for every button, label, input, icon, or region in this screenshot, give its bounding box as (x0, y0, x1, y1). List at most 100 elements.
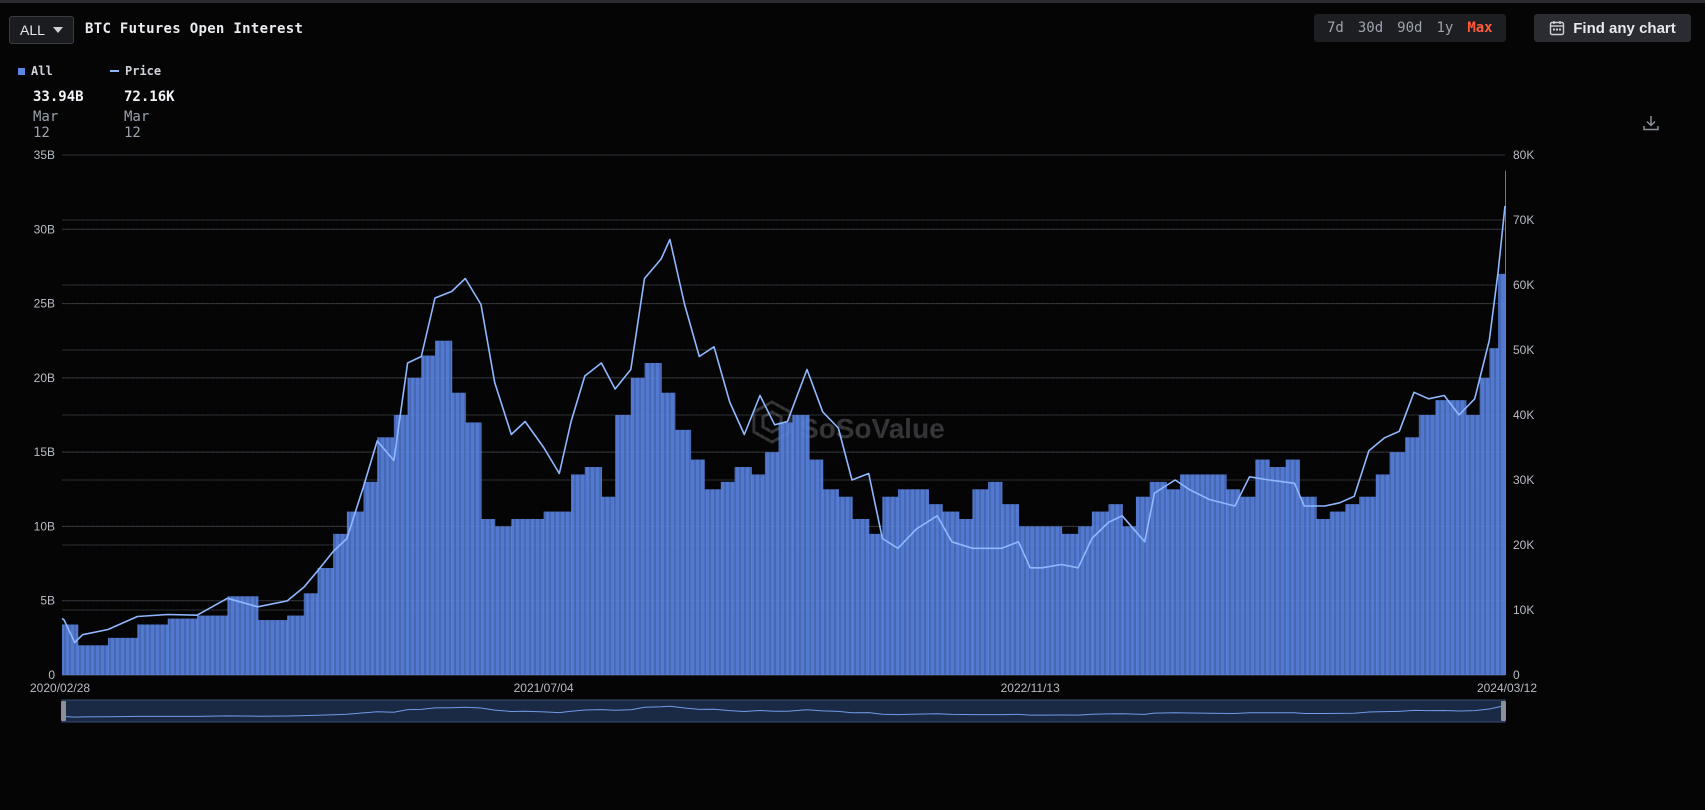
oi-bar (868, 533, 883, 675)
oi-bar (1225, 489, 1241, 675)
range-1y[interactable]: 1y (1436, 20, 1454, 36)
time-range-selector: 7d 30d 90d 1y Max (1314, 14, 1506, 42)
oi-bar (571, 474, 586, 675)
oi-bar (543, 511, 572, 675)
oi-bar (1269, 467, 1287, 675)
oi-bar (734, 467, 752, 675)
y-right-tick-label: 40K (1513, 408, 1534, 422)
oi-bar (511, 519, 526, 675)
legend-date-price: Mar 12 (124, 109, 150, 141)
x-tick-label: 2024/03/12 (1477, 681, 1537, 695)
find-any-chart-label: Find any chart (1573, 19, 1676, 37)
price-line (61, 205, 1506, 644)
range-30d[interactable]: 30d (1357, 20, 1384, 36)
legend-swatch-all (18, 67, 25, 75)
y-left-tick-label: 35B (34, 148, 55, 162)
legend-swatch-price (110, 70, 119, 72)
download-icon[interactable] (1642, 114, 1660, 132)
oi-bar (1375, 474, 1391, 675)
oi-bar (1239, 496, 1256, 675)
legend-label-all: All (31, 64, 53, 78)
oi-bar (1498, 273, 1506, 675)
oi-bar (704, 489, 722, 675)
y-left-tick-label: 20B (34, 371, 55, 385)
oi-bar (317, 568, 334, 675)
y-right-tick-label: 0 (1513, 668, 1520, 682)
oi-bar (1122, 526, 1137, 675)
y-right-tick-label: 60K (1513, 278, 1534, 292)
x-tick-label: 2020/02/28 (30, 681, 90, 695)
oi-bar (1505, 170, 1506, 675)
oi-bar (227, 596, 259, 675)
oi-bar (852, 519, 870, 675)
oi-bar (137, 624, 169, 675)
legend-date-all: Mar 12 (33, 109, 59, 141)
x-tick-label: 2022/11/13 (1001, 681, 1060, 695)
oi-bar (1255, 459, 1270, 675)
chart-title: BTC Futures Open Interest (85, 21, 304, 37)
oi-bar (1108, 504, 1123, 675)
y-left-tick-label: 5B (40, 594, 55, 608)
range-navigator[interactable] (61, 699, 1506, 723)
oi-bar (1359, 496, 1377, 675)
oi-bar (778, 422, 793, 675)
legend-item-all[interactable]: All (18, 64, 53, 78)
range-90d[interactable]: 90d (1397, 20, 1423, 36)
oi-bar (1389, 452, 1406, 675)
oi-bar (1135, 496, 1151, 675)
top-border (0, 0, 1705, 3)
oi-bar (644, 363, 662, 675)
watermark: SoSoValue (752, 400, 945, 444)
oi-bar (1465, 415, 1481, 675)
oi-bar (690, 459, 705, 675)
chevron-down-icon (52, 27, 63, 33)
oi-bar (1316, 519, 1331, 675)
y-right-tick-label: 50K (1513, 343, 1534, 357)
oi-bar (303, 593, 319, 675)
y-right-tick-label: 20K (1513, 538, 1534, 552)
calendar-icon (1550, 21, 1565, 36)
range-max[interactable]: Max (1467, 20, 1493, 36)
x-axis: 2020/02/28 2021/07/04 2022/11/13 2024/03/12 (30, 681, 1537, 695)
range-7d[interactable]: 7d (1327, 20, 1344, 36)
y-right-tick-label: 30K (1513, 473, 1534, 487)
oi-bar (1489, 348, 1499, 675)
oi-bar (434, 340, 453, 675)
oi-bar (808, 459, 824, 675)
oi-bar (1179, 474, 1197, 675)
y-left-tick-label: 15B (34, 445, 55, 459)
oi-bar (1329, 511, 1347, 675)
oi-bar (108, 637, 138, 675)
oi-bar (958, 519, 974, 675)
oi-bar (661, 392, 676, 675)
oi-bar (287, 615, 305, 675)
oi-bar (630, 377, 646, 675)
y-left-tick-label: 0 (48, 668, 55, 682)
y-right-tick-label: 70K (1513, 213, 1534, 227)
oi-bar (346, 511, 365, 675)
oi-bar (1078, 526, 1093, 675)
watermark-text: SoSoValue (800, 413, 945, 444)
oi-bar (1345, 504, 1360, 675)
asset-select-dropdown[interactable]: ALL (9, 16, 74, 44)
oi-bar (1195, 474, 1227, 675)
oi-bar (393, 415, 409, 675)
oi-bar (1299, 496, 1317, 675)
y-left-tick-label: 30B (34, 222, 55, 236)
navigator-right-handle[interactable] (1501, 701, 1506, 721)
oi-bar (972, 489, 989, 675)
oi-bar (421, 355, 436, 675)
legend-value-price: 72.16K (124, 89, 175, 105)
legend-item-price[interactable]: Price (110, 64, 161, 78)
find-any-chart-button[interactable]: Find any chart (1534, 14, 1691, 42)
oi-bar (1285, 459, 1301, 675)
navigator-left-handle[interactable] (61, 701, 66, 721)
y-right-tick-label: 80K (1513, 148, 1534, 162)
oi-bar (1435, 400, 1450, 675)
oi-bar (1091, 511, 1110, 675)
oi-bar (792, 415, 810, 675)
oi-bar (1479, 377, 1490, 675)
oi-bar (988, 481, 1003, 675)
oi-bar (494, 526, 512, 675)
